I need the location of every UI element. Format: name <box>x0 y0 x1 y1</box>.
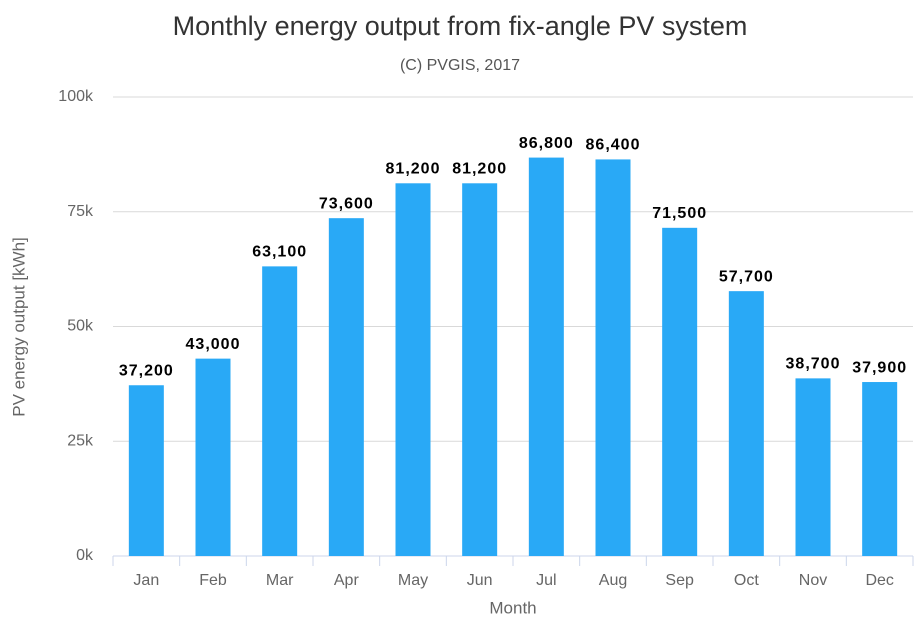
y-tick-label: 100k <box>58 88 94 105</box>
x-tick-label: Feb <box>199 572 227 589</box>
x-tick-label: Jan <box>133 572 159 589</box>
bar <box>528 157 564 556</box>
x-tick-label: Jul <box>536 572 556 589</box>
data-label: 38,700 <box>786 356 841 373</box>
bar <box>195 358 231 556</box>
x-tick-label: Jun <box>467 572 493 589</box>
x-tick-label: Oct <box>734 572 759 589</box>
x-tick-label: Apr <box>334 572 360 589</box>
x-tick-label: Sep <box>665 572 694 589</box>
x-tick-label: Mar <box>266 572 294 589</box>
bar <box>128 385 164 556</box>
data-label: 57,700 <box>719 268 774 285</box>
data-label: 73,600 <box>319 195 374 212</box>
bar <box>795 378 831 556</box>
x-tick-label: May <box>398 572 428 589</box>
bar <box>462 183 498 557</box>
bar <box>662 227 698 556</box>
y-tick-label: 25k <box>67 432 94 449</box>
chart-title: Monthly energy output from fix-angle PV … <box>173 11 748 41</box>
x-axis-label: Month <box>489 598 536 617</box>
data-label: 43,000 <box>186 336 241 353</box>
x-tick-label: Dec <box>865 572 893 589</box>
bar <box>395 183 431 557</box>
bar <box>728 291 764 556</box>
data-label: 86,800 <box>519 135 574 152</box>
bar <box>328 218 364 556</box>
y-axis-label: PV energy output [kWh] <box>9 237 28 417</box>
x-tick-label: Aug <box>599 572 627 589</box>
y-tick-label: 75k <box>67 203 94 220</box>
chart-subtitle: (C) PVGIS, 2017 <box>400 57 520 74</box>
bar <box>862 382 898 556</box>
data-label: 37,200 <box>119 362 174 379</box>
data-label: 81,200 <box>386 161 441 178</box>
bar <box>595 159 631 556</box>
data-label: 81,200 <box>452 161 507 178</box>
data-label: 86,400 <box>586 137 641 154</box>
y-tick-label: 0k <box>76 547 94 564</box>
data-label: 63,100 <box>252 244 307 261</box>
x-tick-label: Nov <box>799 572 827 589</box>
data-label: 71,500 <box>652 205 707 222</box>
bar <box>262 266 298 556</box>
data-label: 37,900 <box>852 359 907 376</box>
y-tick-label: 50k <box>67 318 94 335</box>
